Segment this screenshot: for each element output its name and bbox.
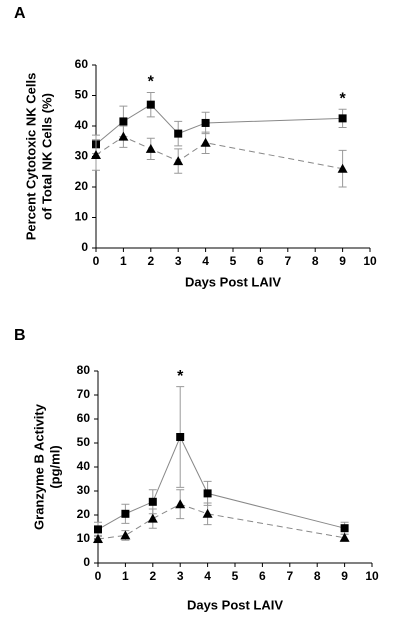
marker [337, 163, 348, 173]
marker [202, 508, 213, 518]
marker [200, 137, 211, 147]
marker [147, 513, 158, 523]
y-tick-label: 60 [77, 411, 91, 425]
marker [176, 433, 185, 441]
y-tick-label: 0 [83, 555, 90, 569]
y-tick-label: 50 [77, 435, 91, 449]
marker [175, 499, 186, 509]
marker [93, 534, 103, 543]
x-tick-label: 5 [230, 254, 237, 268]
x-tick-label: 0 [95, 569, 102, 583]
x-tick-label: 4 [204, 569, 211, 583]
y-axis-label: of Total NK Cells (%) [39, 93, 54, 220]
annotation: * [177, 368, 184, 385]
panel-label: A [14, 5, 26, 22]
marker [118, 131, 129, 141]
series-line [97, 503, 345, 540]
y-axis-label: Percent Cytotoxic NK Cells [23, 73, 38, 241]
x-tick-label: 9 [339, 254, 346, 268]
y-tick-label: 20 [77, 507, 91, 521]
x-tick-label: 3 [177, 569, 184, 583]
marker [121, 509, 130, 518]
x-tick-label: 7 [284, 254, 291, 268]
panel-label: B [14, 327, 26, 344]
x-tick-label: 1 [122, 569, 129, 583]
y-tick-label: 10 [75, 210, 89, 224]
y-tick-label: 20 [75, 179, 89, 193]
marker [91, 149, 101, 159]
x-tick-label: 1 [120, 254, 127, 268]
series-line [95, 136, 343, 170]
x-tick-label: 6 [257, 254, 264, 268]
x-tick-label: 10 [365, 569, 379, 583]
marker [173, 156, 184, 166]
x-tick-label: 8 [314, 569, 321, 583]
y-tick-label: 40 [77, 459, 91, 473]
x-tick-label: 3 [175, 254, 182, 268]
y-tick-label: 70 [77, 387, 91, 401]
marker [201, 118, 210, 127]
y-tick-label: 80 [77, 363, 91, 377]
series-line [97, 435, 345, 530]
x-tick-label: 2 [149, 569, 156, 583]
y-tick-label: 30 [77, 483, 91, 497]
annotation: * [148, 74, 155, 91]
marker [339, 532, 350, 542]
x-tick-label: 9 [341, 569, 348, 583]
annotation: * [339, 90, 346, 107]
x-axis-label: Days Post LAIV [185, 274, 281, 289]
y-tick-label: 0 [81, 240, 88, 254]
marker [203, 489, 212, 498]
marker [148, 497, 157, 506]
marker [340, 524, 349, 533]
x-tick-label: 4 [202, 254, 209, 268]
y-tick-label: 50 [75, 88, 89, 102]
marker [145, 143, 156, 153]
y-tick-label: 30 [75, 149, 89, 163]
marker [174, 129, 183, 138]
marker [338, 114, 347, 123]
y-tick-label: 60 [75, 57, 89, 71]
x-tick-label: 0 [93, 254, 100, 268]
x-tick-label: 5 [232, 569, 239, 583]
y-axis-label: Granzyme B Activity [31, 403, 46, 530]
x-axis-label: Days Post LAIV [187, 597, 283, 612]
y-tick-label: 40 [75, 118, 89, 132]
series-line [95, 104, 343, 145]
x-tick-label: 10 [363, 254, 377, 268]
marker [120, 530, 131, 540]
x-tick-label: 6 [259, 569, 266, 583]
marker [94, 525, 102, 534]
marker [146, 100, 155, 109]
x-tick-label: 2 [147, 254, 154, 268]
x-tick-label: 7 [286, 569, 293, 583]
marker [119, 117, 128, 126]
x-tick-label: 8 [312, 254, 319, 268]
y-tick-label: 10 [77, 531, 91, 545]
y-axis-label: (pg/ml) [47, 445, 62, 488]
